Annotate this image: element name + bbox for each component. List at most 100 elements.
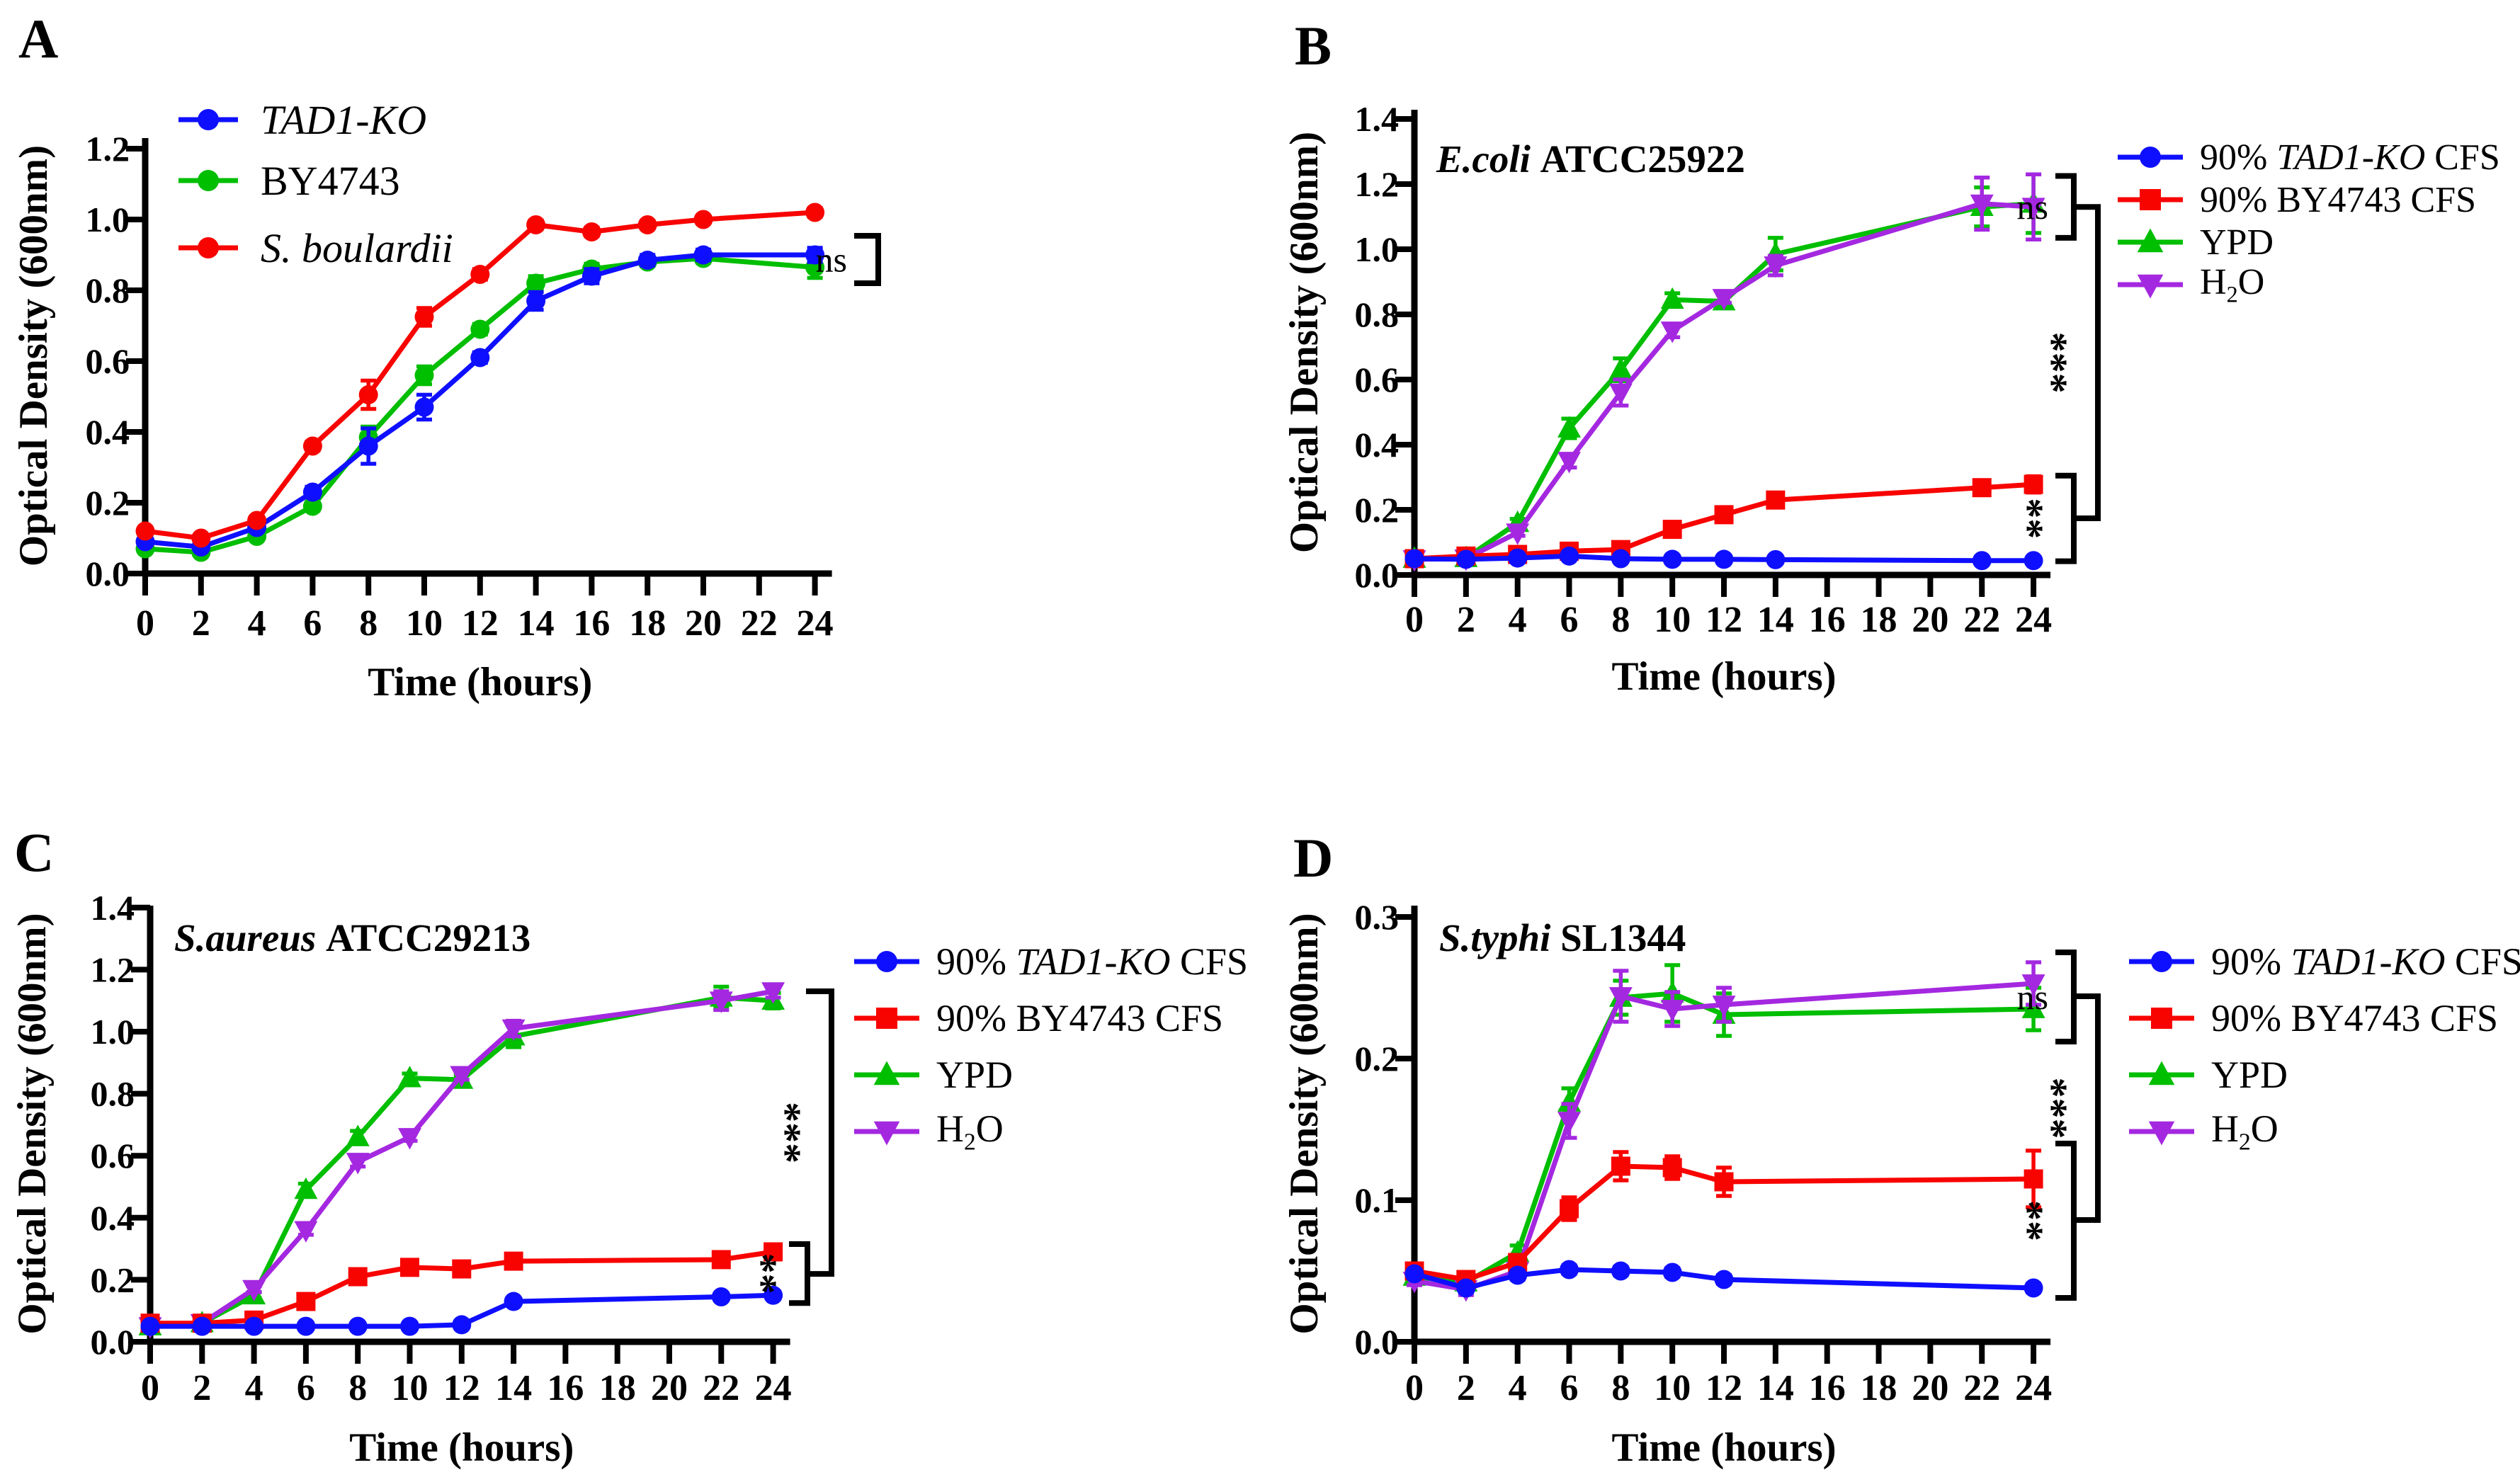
svg-text:10: 10 [406,603,443,644]
axes: 0 2 4 6 8 10 12 14 16 18 20 22 240.00.20.40.60.81.01… [91,888,792,1408]
panel-title: E.coli ATCC25922 [1436,137,1745,181]
svg-text:0.2: 0.2 [1355,490,1400,530]
svg-text:8: 8 [359,603,378,644]
svg-text:1.2: 1.2 [1355,164,1400,204]
svg-text:12: 12 [462,603,499,644]
svg-text:ns: ns [2017,977,2048,1017]
svg-text:6: 6 [1560,600,1579,640]
significance-annotation: ns [2017,950,2077,1044]
svg-text:8: 8 [348,1368,367,1408]
svg-text:4: 4 [1509,600,1527,640]
svg-text:10: 10 [392,1368,428,1408]
svg-text:**: ** [2017,498,2063,539]
panel-d: 0 2 4 6 8 10 12 14 16 18 20 22 24 0.0 0.1 0.2 0.3 Time (h… [1261,741,2520,1482]
svg-text:Optical Density (600nm): Optical Density (600nm) [1282,913,1327,1334]
significance-annotation: ns [2017,173,2077,241]
panel-letter-b: B [1295,15,1332,76]
svg-text:2: 2 [192,603,210,644]
svg-text:20: 20 [1912,1368,1948,1408]
svg-text:0.4: 0.4 [86,412,130,452]
series-s-boulardii [135,203,825,548]
svg-text:0.0: 0.0 [86,554,130,593]
series-h2o [1402,960,2045,1302]
svg-text:**: ** [751,1253,797,1294]
svg-text:18: 18 [629,603,666,644]
saureus-growth-plot: 0 2 4 6 8 10 12 14 16 18 20 22 240.00.20.40.60.81.01… [10,888,834,1470]
svg-text:Optical Density (600nm): Optical Density (600nm) [11,145,56,566]
svg-text:0.0: 0.0 [1355,555,1400,595]
panel-letter-c: C [14,821,55,883]
svg-text:0.8: 0.8 [86,270,130,310]
svg-text:1.0: 1.0 [86,200,130,239]
svg-text:0: 0 [1405,1368,1424,1408]
svg-text:4: 4 [245,1368,263,1408]
svg-text:20: 20 [1912,600,1948,640]
svg-text:0.2: 0.2 [91,1260,135,1299]
svg-text:***: *** [775,1102,821,1163]
series-tad1-ko-cfs [140,1285,783,1336]
significance-annotation: ** [751,1241,810,1306]
svg-text:8: 8 [1611,1368,1630,1408]
svg-text:14: 14 [518,603,555,644]
panel-title: S.typhi SL1344 [1439,916,1686,959]
svg-text:0.2: 0.2 [1355,1039,1400,1078]
series-tad1-ko-cfs [1404,546,2043,571]
panel-letter-d: D [1293,827,1334,889]
svg-text:22: 22 [1963,1368,2000,1408]
svg-text:4: 4 [248,603,266,644]
series-by4743-cfs [1404,1148,2043,1289]
svg-text:0.6: 0.6 [86,341,130,381]
svg-text:***: *** [2041,1078,2087,1139]
series-tad1-ko [135,245,825,557]
svg-text:4: 4 [1509,1368,1527,1408]
svg-text:Time (hours): Time (hours) [368,660,592,705]
svg-text:1.2: 1.2 [86,129,130,169]
svg-text:12: 12 [1705,600,1742,640]
significance-annotation: *** [775,988,834,1277]
svg-text:16: 16 [1809,600,1846,640]
svg-text:14: 14 [495,1368,532,1408]
svg-text:24: 24 [2015,600,2052,640]
svg-text:0.8: 0.8 [91,1074,135,1114]
svg-text:12: 12 [443,1368,480,1408]
series-by4743 [135,249,825,562]
svg-text:Time (hours): Time (hours) [1611,1425,1836,1470]
svg-text:22: 22 [741,603,778,644]
svg-text:24: 24 [2015,1368,2052,1408]
svg-text:18: 18 [599,1368,636,1408]
svg-text:22: 22 [703,1368,739,1408]
svg-text:0.2: 0.2 [86,483,130,523]
svg-text:1.2: 1.2 [91,950,135,989]
svg-text:0: 0 [136,603,154,644]
svg-text:16: 16 [573,603,610,644]
panel-b: 0 2 4 6 8 10 12 14 16 18 20 22 24 0.0 0.2 0.4 0.6 0.8 1.0 1… [1261,0,2520,741]
panel-title: S.aureus ATCC29213 [174,916,530,959]
svg-text:0.3: 0.3 [1355,897,1400,937]
svg-text:14: 14 [1757,1368,1794,1408]
svg-text:6: 6 [1560,1368,1579,1408]
svg-text:0.1: 0.1 [1355,1180,1400,1220]
svg-text:0.6: 0.6 [91,1136,135,1175]
svg-text:0.8: 0.8 [1355,295,1400,334]
axes: 0 2 4 6 8 10 12 14 16 18 20 22 240.00.20.40.60.81.01… [1355,99,2053,640]
svg-text:12: 12 [1705,1368,1742,1408]
axes: 0 2 4 6 8 10 12 14 16 18 20 22 240.00.20.40.60.81.01… [86,129,834,644]
svg-text:10: 10 [1654,1368,1691,1408]
svg-text:ns: ns [2017,187,2048,227]
svg-text:1.4: 1.4 [1355,99,1400,139]
svg-text:0.4: 0.4 [91,1198,135,1238]
svg-text:1.4: 1.4 [91,888,135,928]
svg-text:24: 24 [755,1368,792,1408]
svg-text:18: 18 [1861,600,1897,640]
svg-text:0: 0 [1405,600,1424,640]
significance-annotation: *** [2041,993,2101,1223]
svg-text:20: 20 [651,1368,688,1408]
yeast-growth-plot: 0 2 4 6 8 10 12 14 16 18 20 22 240.00.20.40.60.81.01… [11,129,881,705]
svg-text:22: 22 [1963,600,2000,640]
svg-text:Time (hours): Time (hours) [1611,654,1836,699]
svg-text:1.0: 1.0 [1355,229,1400,269]
svg-text:2: 2 [1457,600,1475,640]
svg-text:20: 20 [685,603,722,644]
